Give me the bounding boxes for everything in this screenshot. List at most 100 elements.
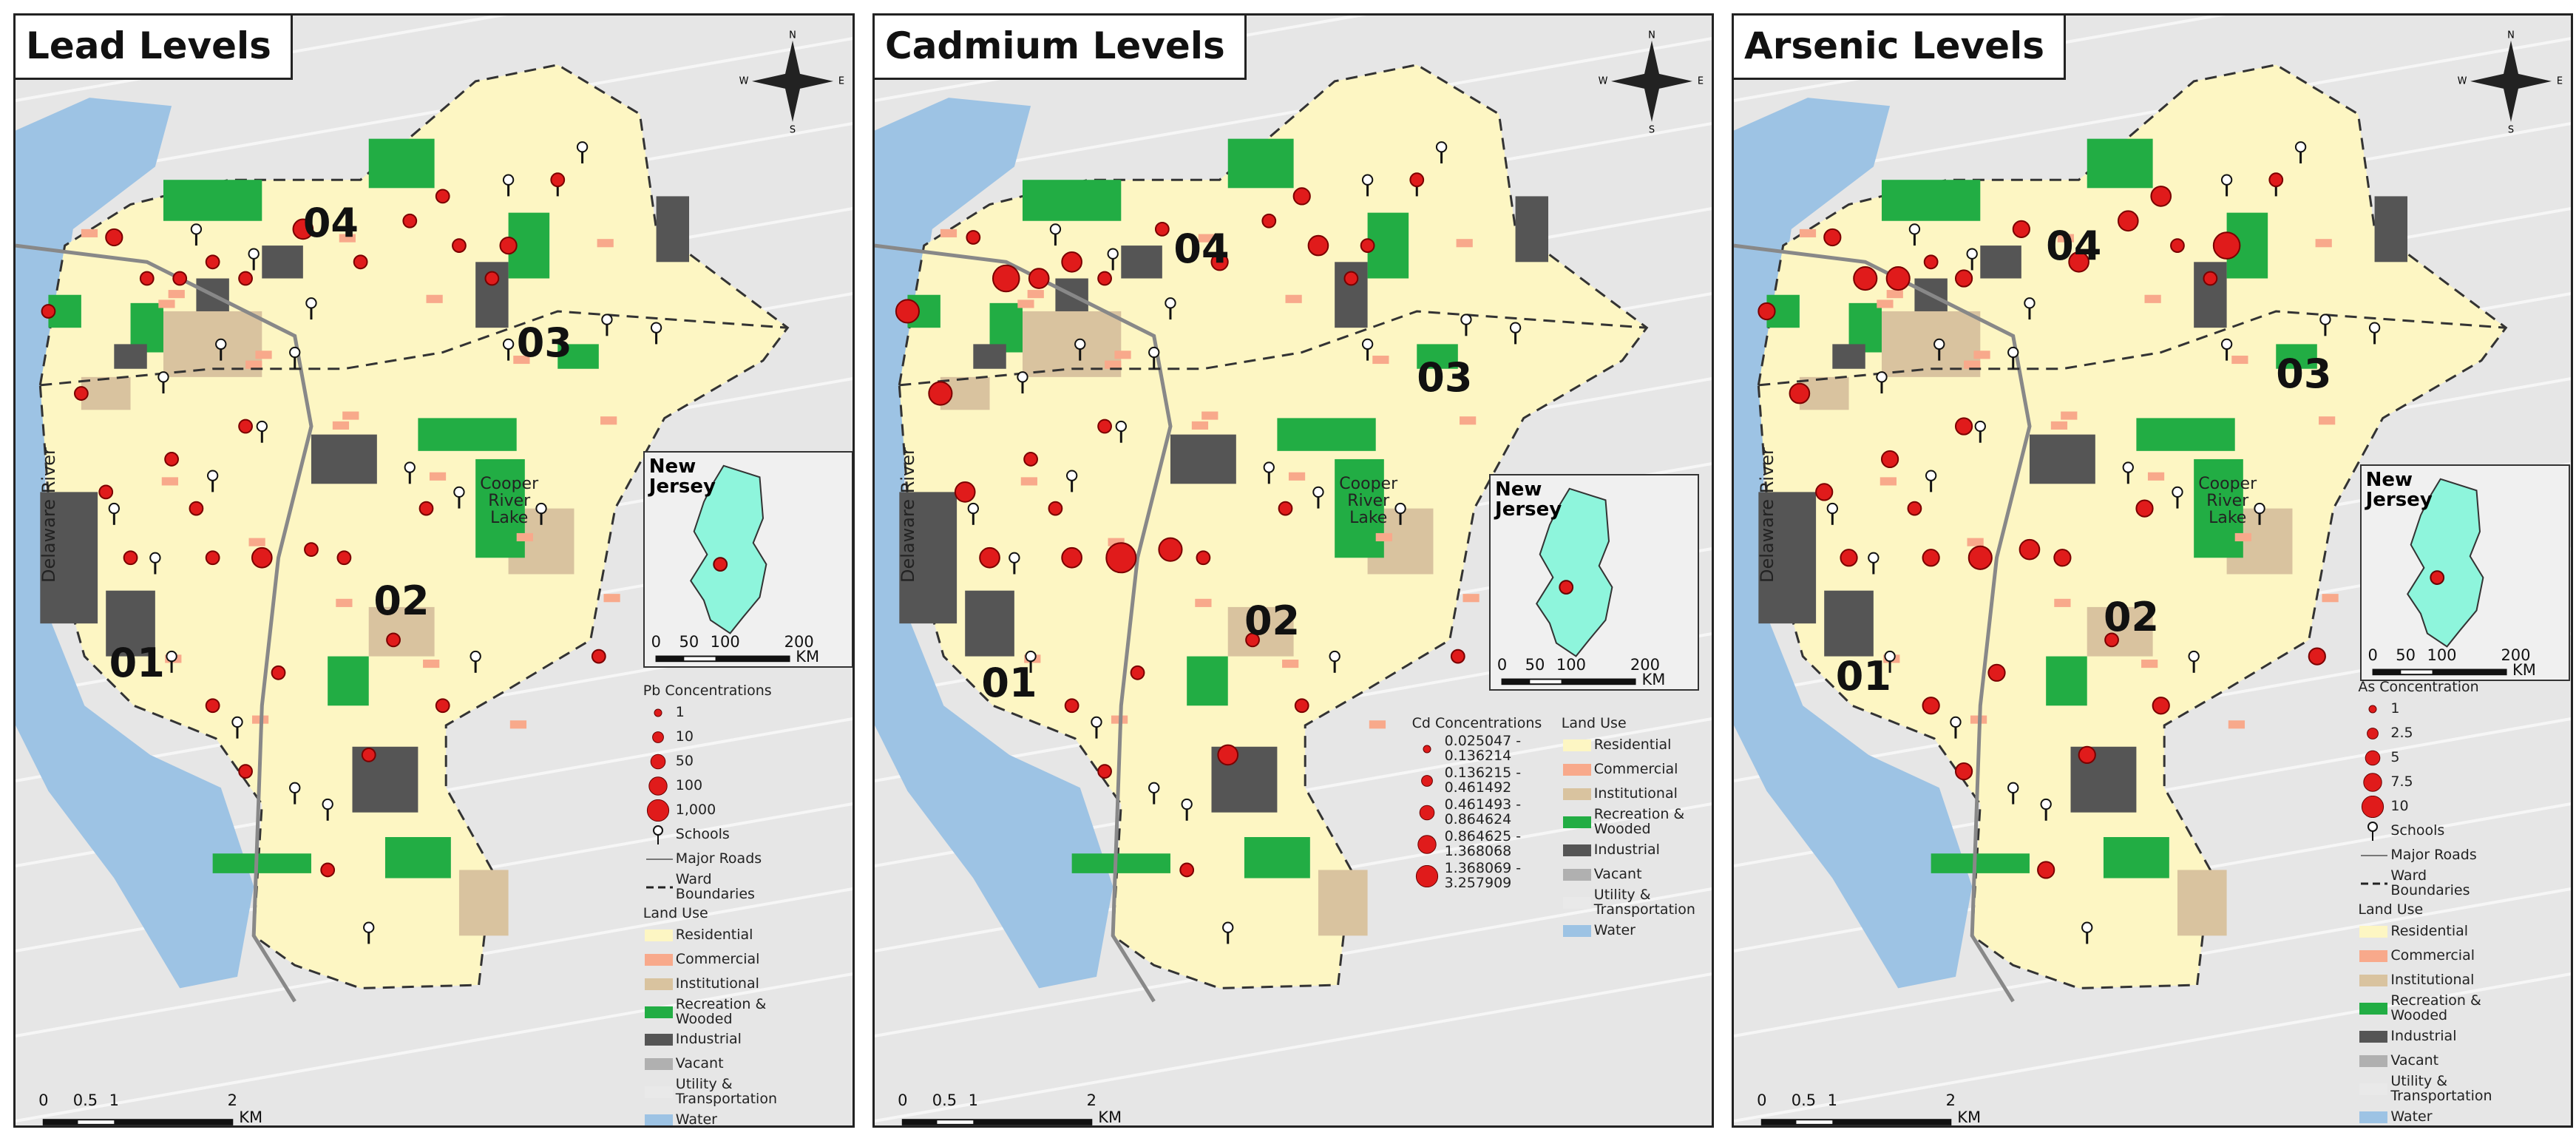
school-head	[2081, 921, 2093, 933]
inset-title: New Jersey	[1495, 478, 1562, 521]
legend-swatch	[1562, 924, 1591, 937]
wooded-area	[1022, 180, 1122, 221]
sample-dot	[205, 698, 220, 714]
school-head	[1868, 552, 1880, 563]
legend-item: Residential	[643, 924, 779, 947]
sample-dot	[1954, 417, 1973, 436]
wooded-area	[163, 180, 262, 221]
panel-title: Arsenic Levels	[1734, 16, 2066, 80]
legend-label: Industrial	[2390, 1028, 2457, 1045]
legend-label: Residential	[675, 926, 753, 943]
legend-item: 1	[2358, 698, 2494, 720]
legend-label: Major Roads	[675, 850, 762, 867]
school-head	[322, 798, 333, 810]
compass-letter: N	[789, 30, 796, 41]
dot	[654, 708, 662, 717]
ward-label: 01	[109, 640, 165, 687]
commercial-area	[1017, 299, 1034, 308]
legend-label: Commercial	[675, 950, 760, 967]
sample-dot	[2308, 647, 2326, 666]
sample-dot	[1064, 698, 1079, 714]
river-label: Delaware River	[38, 447, 60, 583]
wooded-area	[2046, 656, 2087, 706]
wooded-area	[1881, 180, 1981, 221]
legend-item: Institutional	[1562, 783, 1698, 805]
legend-label: Ward Boundaries	[2390, 867, 2470, 899]
legend-label: 50	[675, 752, 694, 769]
legend-swatch	[2359, 926, 2388, 938]
legend-ward	[645, 886, 673, 889]
legend-swatch	[2359, 1030, 2388, 1043]
sample-dot	[966, 230, 981, 245]
school-head	[190, 223, 203, 235]
legend-item: 10	[2358, 796, 2494, 819]
school-head	[2007, 782, 2019, 794]
sample-dot	[1097, 271, 1112, 286]
legend-item: Industrial	[643, 1029, 779, 1051]
inset-scale-label: 200	[784, 633, 814, 651]
legend-label: Residential	[1593, 737, 1672, 754]
swatch	[2359, 975, 2388, 987]
sample-dot	[1061, 546, 1082, 569]
sample-dot	[895, 299, 920, 324]
legend-dot	[1420, 775, 1433, 787]
inset-scale-unit: KM	[1641, 671, 1666, 689]
legend-label: Institutional	[2390, 972, 2475, 989]
legend-swatch	[1562, 816, 1591, 829]
legend-swatch	[2359, 1111, 2388, 1123]
sample-dot	[1217, 744, 1239, 766]
sample-dot	[2150, 186, 2172, 207]
sample-dot	[139, 271, 155, 286]
commercial-area	[81, 228, 98, 237]
commercial-area	[1880, 477, 1897, 486]
sample-dot	[189, 501, 204, 516]
legend-item: Recreation & Wooded	[643, 997, 779, 1027]
commercial-area	[168, 290, 185, 299]
inset-svg	[655, 464, 790, 663]
compass-letter: N	[1648, 30, 1655, 41]
legend-item: 0.461493 - 0.864624	[1412, 797, 1548, 827]
school-head	[650, 322, 662, 334]
wooded-area	[368, 138, 435, 189]
legend-label: 2.5	[2390, 725, 2413, 742]
legend-label: Institutional	[1593, 785, 1678, 802]
sample-dot	[238, 764, 253, 779]
institutional-area	[81, 376, 131, 410]
commercial-area	[248, 538, 265, 546]
wooded-area	[328, 656, 369, 706]
scale-bar	[1760, 1119, 1952, 1125]
school-head	[166, 650, 177, 663]
wooded-area	[557, 344, 599, 369]
industrial-area	[1121, 246, 1162, 279]
swatch	[644, 1034, 673, 1046]
school-head	[1435, 141, 1448, 153]
river	[875, 98, 1114, 989]
legend-label: 10	[2390, 798, 2409, 815]
legend-item: Major Roads	[643, 848, 779, 870]
map-panel: N E S W Cadmium Levels 04 03 02 01 Delaware River…	[872, 13, 1714, 1128]
school-head	[404, 461, 416, 473]
legend-item: Vacant	[2358, 1050, 2494, 1072]
industrial-area	[656, 196, 690, 263]
legend: Cd Concentrations 0.025047 - 0.136214 0.13…	[1412, 712, 1548, 893]
sample-dot	[1294, 698, 1309, 714]
legend-swatch	[644, 1086, 673, 1099]
sample-dot	[1023, 452, 1038, 467]
school-head	[1107, 248, 1119, 260]
scale-label: 0.5	[932, 1091, 957, 1110]
school-head	[2122, 461, 2134, 473]
inset-scale-label: 0	[1497, 656, 1508, 674]
legend-dot	[650, 754, 666, 769]
legend-item: Vacant	[643, 1053, 779, 1075]
commercial-area	[1886, 290, 1903, 299]
dot	[651, 731, 664, 743]
wooded-area	[1227, 138, 1294, 189]
commercial-area	[161, 477, 178, 486]
legend-swatch	[644, 953, 673, 966]
commercial-area	[2231, 355, 2248, 365]
swatch	[644, 953, 673, 966]
school-head	[1263, 461, 1275, 473]
school-head	[2254, 502, 2265, 515]
sample-dot	[1880, 450, 1899, 469]
wooded-area	[2194, 458, 2243, 558]
